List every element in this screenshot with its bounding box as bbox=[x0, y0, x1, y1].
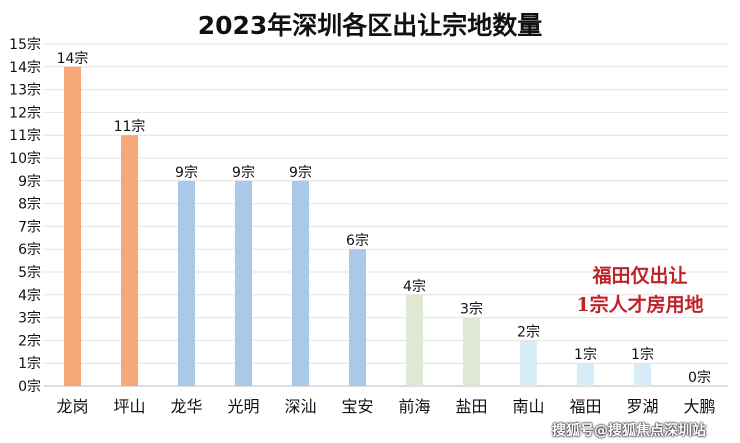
y-tick-label: 13宗 bbox=[9, 83, 41, 99]
x-tick-label: 宝安 bbox=[341, 397, 373, 416]
bar-4 bbox=[235, 180, 252, 386]
y-tick-label: 15宗 bbox=[9, 37, 41, 53]
y-tick-label: 14宗 bbox=[9, 60, 41, 76]
y-tick-label: 7宗 bbox=[18, 219, 41, 235]
bar-11 bbox=[634, 363, 651, 386]
bar-10 bbox=[577, 363, 594, 386]
x-tick-label: 前海 bbox=[398, 397, 430, 416]
x-tick-label: 龙岗 bbox=[56, 397, 88, 416]
y-tick-label: 0宗 bbox=[18, 379, 41, 395]
x-tick-label: 坪山 bbox=[113, 397, 145, 416]
y-tick-label: 4宗 bbox=[18, 288, 41, 304]
y-tick-label: 12宗 bbox=[9, 105, 41, 121]
y-tick-label: 2宗 bbox=[18, 333, 41, 349]
y-tick-label: 1宗 bbox=[18, 356, 41, 372]
data-label: 4宗 bbox=[403, 279, 426, 295]
data-label: 9宗 bbox=[232, 165, 255, 181]
y-tick-label: 8宗 bbox=[18, 197, 41, 213]
annotation-line-2: 1宗人才房用地 bbox=[576, 294, 704, 316]
x-tick-label: 深汕 bbox=[284, 397, 316, 416]
y-tick-label: 5宗 bbox=[18, 265, 41, 281]
annotation-line-1: 福田仅出让 bbox=[592, 265, 688, 287]
data-label: 1宗 bbox=[631, 347, 654, 363]
data-label: 1宗 bbox=[574, 347, 597, 363]
data-label: 9宗 bbox=[289, 165, 312, 181]
data-label: 3宗 bbox=[460, 302, 483, 318]
data-label: 11宗 bbox=[114, 119, 146, 135]
data-label: 14宗 bbox=[57, 51, 89, 67]
data-label: 0宗 bbox=[688, 370, 711, 386]
y-tick-label: 10宗 bbox=[9, 151, 41, 167]
data-label: 9宗 bbox=[175, 165, 198, 181]
chart-annotation: 福田仅出让 1宗人才房用地 bbox=[540, 262, 740, 320]
x-tick-label: 龙华 bbox=[170, 397, 202, 416]
y-tick-label: 9宗 bbox=[18, 174, 41, 190]
y-tick-label: 3宗 bbox=[18, 311, 41, 327]
bar-5 bbox=[292, 180, 309, 386]
watermark: 搜狐号@搜狐焦点深圳站 bbox=[552, 423, 706, 439]
x-tick-label: 光明 bbox=[227, 397, 259, 416]
data-label: 6宗 bbox=[346, 233, 369, 249]
y-tick-label: 6宗 bbox=[18, 242, 41, 258]
y-tick-label: 11宗 bbox=[9, 128, 41, 144]
bar-2 bbox=[121, 135, 138, 386]
x-tick-label: 大鹏 bbox=[683, 397, 715, 416]
x-tick-label: 罗湖 bbox=[626, 397, 658, 416]
bar-1 bbox=[64, 66, 81, 387]
x-tick-label: 盐田 bbox=[455, 397, 487, 416]
bar-9 bbox=[520, 340, 537, 386]
bar-7 bbox=[406, 294, 423, 386]
data-label: 2宗 bbox=[517, 324, 540, 340]
bar-6 bbox=[349, 249, 366, 386]
x-tick-label: 福田 bbox=[569, 397, 601, 416]
chart-title: 2023年深圳各区出让宗地数量 bbox=[197, 11, 543, 40]
bar-3 bbox=[178, 180, 195, 386]
bar-8 bbox=[463, 317, 480, 386]
x-tick-label: 南山 bbox=[512, 397, 544, 416]
